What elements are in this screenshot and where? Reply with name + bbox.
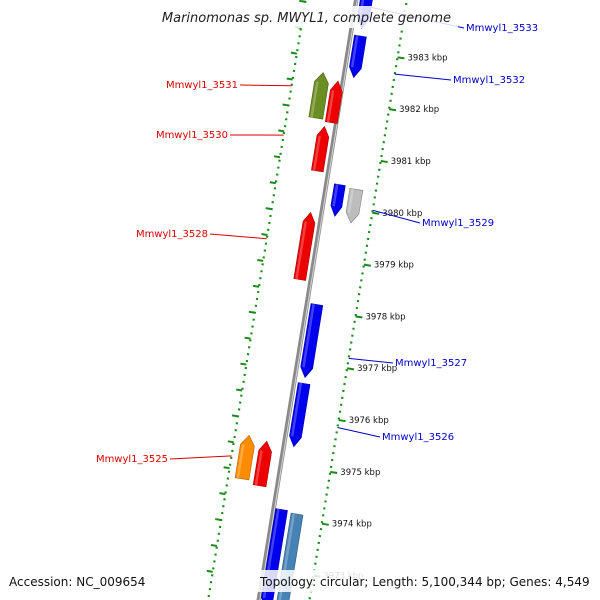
minor-tick (278, 129, 285, 133)
minor-tick (244, 336, 251, 340)
minor-tick (282, 103, 289, 107)
label-leader-line (239, 84, 292, 87)
minor-tick (248, 310, 255, 314)
tick-label: 3983 kbp (408, 53, 448, 63)
gene-label[interactable]: Mmwyl1_3528 (136, 229, 208, 240)
footer-backdrop (256, 570, 600, 592)
gene-arrow-shine (302, 303, 315, 368)
major-tick (363, 263, 371, 267)
inner-dotted-ring (207, 0, 307, 598)
minor-tick (290, 51, 297, 55)
gene-arrow-shine (332, 184, 339, 207)
gene-arrow[interactable] (252, 440, 272, 488)
scale-ticks: 3983 kbp 3982 kbp 3981 kbp 3980 kbp 3979 kbp… (206, 0, 448, 582)
tick-label: 3979 kbp (374, 261, 414, 271)
tick-label: 3975 kbp (340, 468, 380, 478)
minor-tick (210, 543, 218, 547)
minor-tick (240, 362, 247, 366)
tick-label: 3980 kbp (382, 209, 422, 219)
title-backdrop (140, 6, 458, 28)
gene-arrow-shine (347, 188, 354, 213)
minor-tick (269, 181, 276, 185)
minor-tick (236, 388, 243, 392)
gene-label[interactable]: Mmwyl1_3530 (156, 130, 228, 141)
minor-tick (261, 233, 268, 236)
accession-text: Accession: NC_009654 (9, 575, 145, 589)
gene-arrow-shine (312, 135, 321, 171)
gene-arrow-shine (254, 450, 263, 486)
major-tick (321, 522, 329, 526)
tick-label: 3978 kbp (366, 312, 406, 322)
gene-arrow-mmwyl1-3525[interactable] (234, 434, 255, 481)
tick-label: 3977 kbp (357, 364, 397, 374)
gene-arrow-mmwyl1-3528[interactable] (293, 211, 316, 281)
gene-arrow-shine (236, 444, 245, 479)
label-leader-line (372, 209, 421, 224)
gene-features (234, 0, 373, 600)
gene-arrow-shine (310, 81, 319, 118)
topology-text: Topology: circular; Length: 5,100,344 bp… (259, 575, 590, 589)
major-tick (380, 159, 388, 164)
gene-arrow-mmwyl1-3532[interactable] (349, 34, 367, 79)
gene-arrow-mmwyl1-3531[interactable] (308, 72, 329, 120)
dotted-rings (207, 0, 408, 600)
gene-arrow-shine (291, 382, 303, 437)
minor-tick (223, 466, 230, 470)
gene-label[interactable]: Mmwyl1_3532 (453, 75, 525, 86)
major-tick (330, 470, 338, 474)
minor-tick (273, 155, 281, 159)
major-tick (338, 419, 346, 423)
gene-label[interactable]: Mmwyl1_3527 (395, 358, 467, 369)
label-leader-line (169, 455, 232, 460)
minor-tick (227, 440, 234, 444)
gene-labels: Mmwyl1_3533 Mmwyl1_3532 Mmwyl1_3531 Mmwyl1_… (96, 6, 538, 465)
minor-tick (206, 569, 213, 573)
gene-arrow[interactable] (324, 80, 343, 124)
gene-arrow-mmwyl1-3529[interactable] (345, 188, 364, 224)
map-title: Marinomonas sp. MWYL1, complete genome (162, 11, 451, 26)
minor-tick (286, 77, 293, 81)
major-tick (397, 56, 405, 60)
minor-tick (299, 0, 306, 3)
gene-arrow-mmwyl1-3527[interactable] (300, 303, 324, 379)
gene-arrow-shine (295, 221, 307, 280)
major-tick (372, 211, 380, 215)
minor-tick (219, 492, 226, 496)
minor-tick (231, 414, 239, 418)
outer-dotted-ring (308, 2, 408, 600)
label-leader-line (394, 73, 452, 81)
minor-tick (252, 284, 260, 288)
major-tick (388, 108, 397, 112)
gene-label[interactable]: Mmwyl1_3529 (422, 218, 494, 229)
label-leader-line (209, 233, 267, 240)
label-leader-line (337, 427, 381, 438)
gene-label[interactable]: Mmwyl1_3526 (382, 432, 454, 443)
gene-label[interactable]: Mmwyl1_3525 (96, 454, 168, 465)
tick-label: 3982 kbp (399, 105, 439, 115)
gene-label[interactable]: Mmwyl1_3531 (166, 80, 238, 91)
minor-tick (265, 207, 272, 211)
gene-arrow[interactable] (330, 183, 346, 217)
genome-backbone (256, 0, 359, 600)
gene-arrow-shine (350, 35, 359, 68)
gene-arrow-shine (326, 90, 335, 123)
gene-arrow-mmwyl1-3530[interactable] (311, 125, 330, 173)
gene-label[interactable]: Mmwyl1_3533 (466, 23, 538, 34)
tick-label: 3976 kbp (349, 416, 389, 426)
minor-tick (215, 518, 222, 522)
tick-label: 3974 kbp (332, 520, 372, 530)
gene-arrow-mmwyl1-3526[interactable] (289, 382, 311, 448)
label-leader-line (348, 357, 394, 364)
major-tick (355, 315, 363, 319)
minor-tick (257, 258, 264, 262)
major-tick (346, 367, 355, 371)
tick-label: 3981 kbp (391, 157, 431, 167)
